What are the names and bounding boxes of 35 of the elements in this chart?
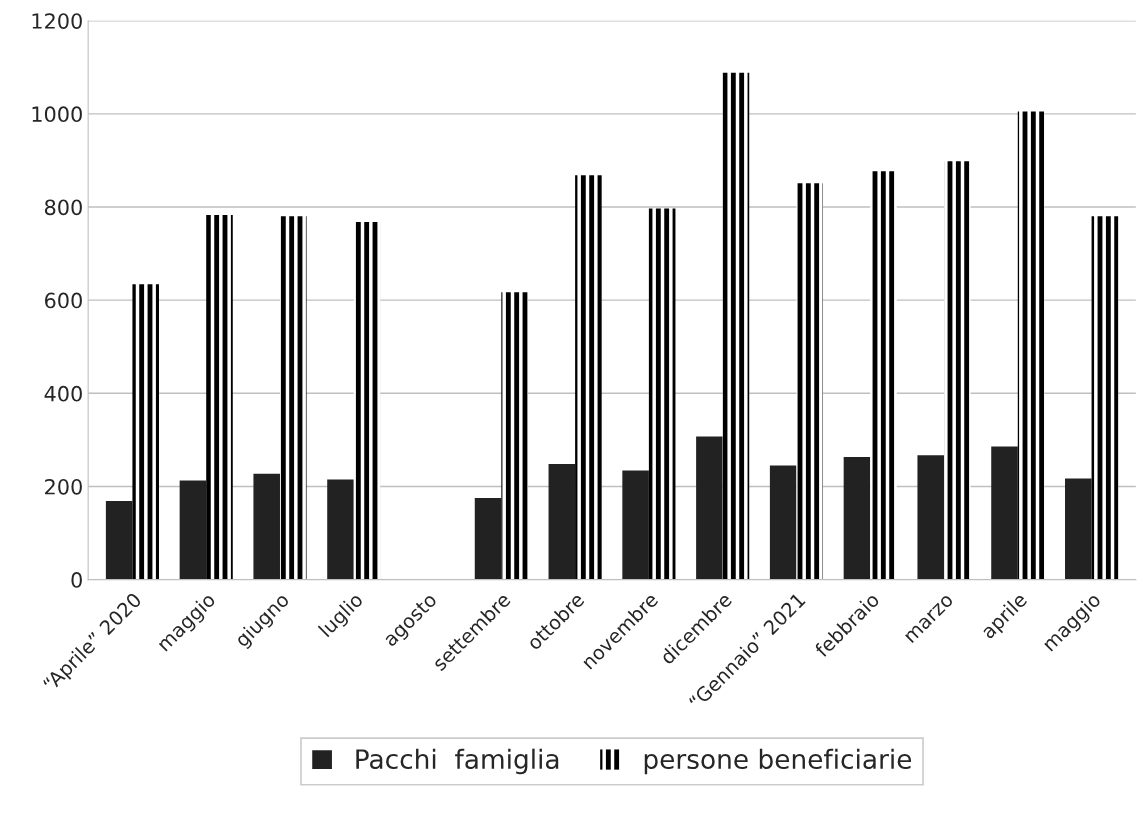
bar <box>279 216 307 580</box>
bar <box>1017 111 1045 580</box>
bar <box>327 479 354 580</box>
legend-label: Pacchi famiglia <box>356 748 559 775</box>
bar <box>944 161 971 580</box>
y-tick-label: 1000 <box>32 106 82 123</box>
y-tick-label: 400 <box>44 385 82 402</box>
y-tick-label: 0 <box>71 572 82 588</box>
bar <box>253 473 280 580</box>
bar <box>696 436 723 580</box>
bar <box>132 284 159 580</box>
bar <box>353 221 381 580</box>
bar <box>206 214 233 580</box>
bar <box>991 446 1018 580</box>
bar <box>1091 216 1119 580</box>
bar <box>501 292 528 580</box>
bar <box>722 72 750 580</box>
y-tick-label: 1200 <box>32 13 82 29</box>
y-tick-label: 800 <box>44 199 82 216</box>
bar <box>843 457 871 580</box>
bar <box>1065 478 1092 580</box>
y-tick-label: 200 <box>45 478 82 495</box>
bar <box>105 500 133 580</box>
bar <box>870 171 897 580</box>
bar <box>796 183 824 580</box>
bar <box>648 208 676 580</box>
bar <box>179 480 207 580</box>
bar <box>548 464 576 580</box>
bar <box>575 175 602 580</box>
bar <box>622 470 649 580</box>
legend-label: persone beneficiarie <box>644 748 912 775</box>
bar <box>474 498 502 580</box>
bar <box>769 465 797 580</box>
y-tick-label: 600 <box>44 292 82 309</box>
bar <box>917 455 945 580</box>
